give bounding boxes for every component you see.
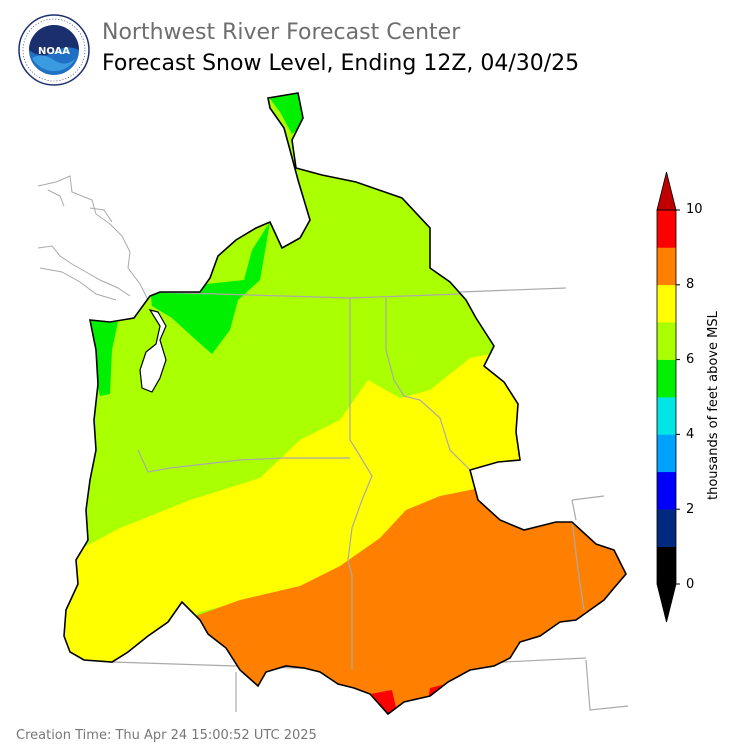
colorbar-bin-0-1	[657, 546, 676, 585]
colorbar-tick-2: 2	[686, 502, 695, 517]
colorbar-tick-8: 8	[686, 277, 695, 292]
colorbar-bin-1-2	[657, 509, 676, 547]
creation-time: Creation Time: Thu Apr 24 15:00:52 UTC 2…	[16, 728, 317, 743]
state-borders-inside	[137, 291, 585, 670]
noaa-logo-text: NOAA	[38, 46, 70, 57]
colorbar-bin-9-10	[657, 210, 676, 248]
puget-sound-water	[139, 309, 167, 393]
map-title: Forecast Snow Level, Ending 12Z, 04/30/2…	[102, 51, 580, 76]
colorbar-extend-low	[656, 583, 677, 623]
noaa-logo: NOAA	[18, 14, 90, 86]
colorbar-bin-8-9	[657, 247, 676, 286]
colorbar-bin-4-5	[657, 397, 676, 435]
colorbar-bin-2-3	[657, 471, 676, 510]
colorbar-tick-0: 0	[686, 577, 695, 592]
colorbar-label: thousands of feet above MSL	[706, 311, 721, 500]
colorbar-tick-10: 10	[686, 202, 703, 217]
colorbar-bin-5-6	[657, 359, 676, 398]
colorbar-bin-3-4	[657, 434, 676, 473]
colorbar-tick-6: 6	[686, 352, 695, 367]
outside-coastline	[37, 175, 149, 319]
org-title: Northwest River Forecast Center	[102, 20, 461, 45]
colorbar-bin-7-8	[657, 284, 676, 323]
basin-outline	[63, 92, 627, 716]
colorbar-bin-6-7	[657, 322, 676, 360]
colorbar-tick-4: 4	[686, 427, 695, 442]
colorbar-extend-high	[656, 171, 677, 211]
